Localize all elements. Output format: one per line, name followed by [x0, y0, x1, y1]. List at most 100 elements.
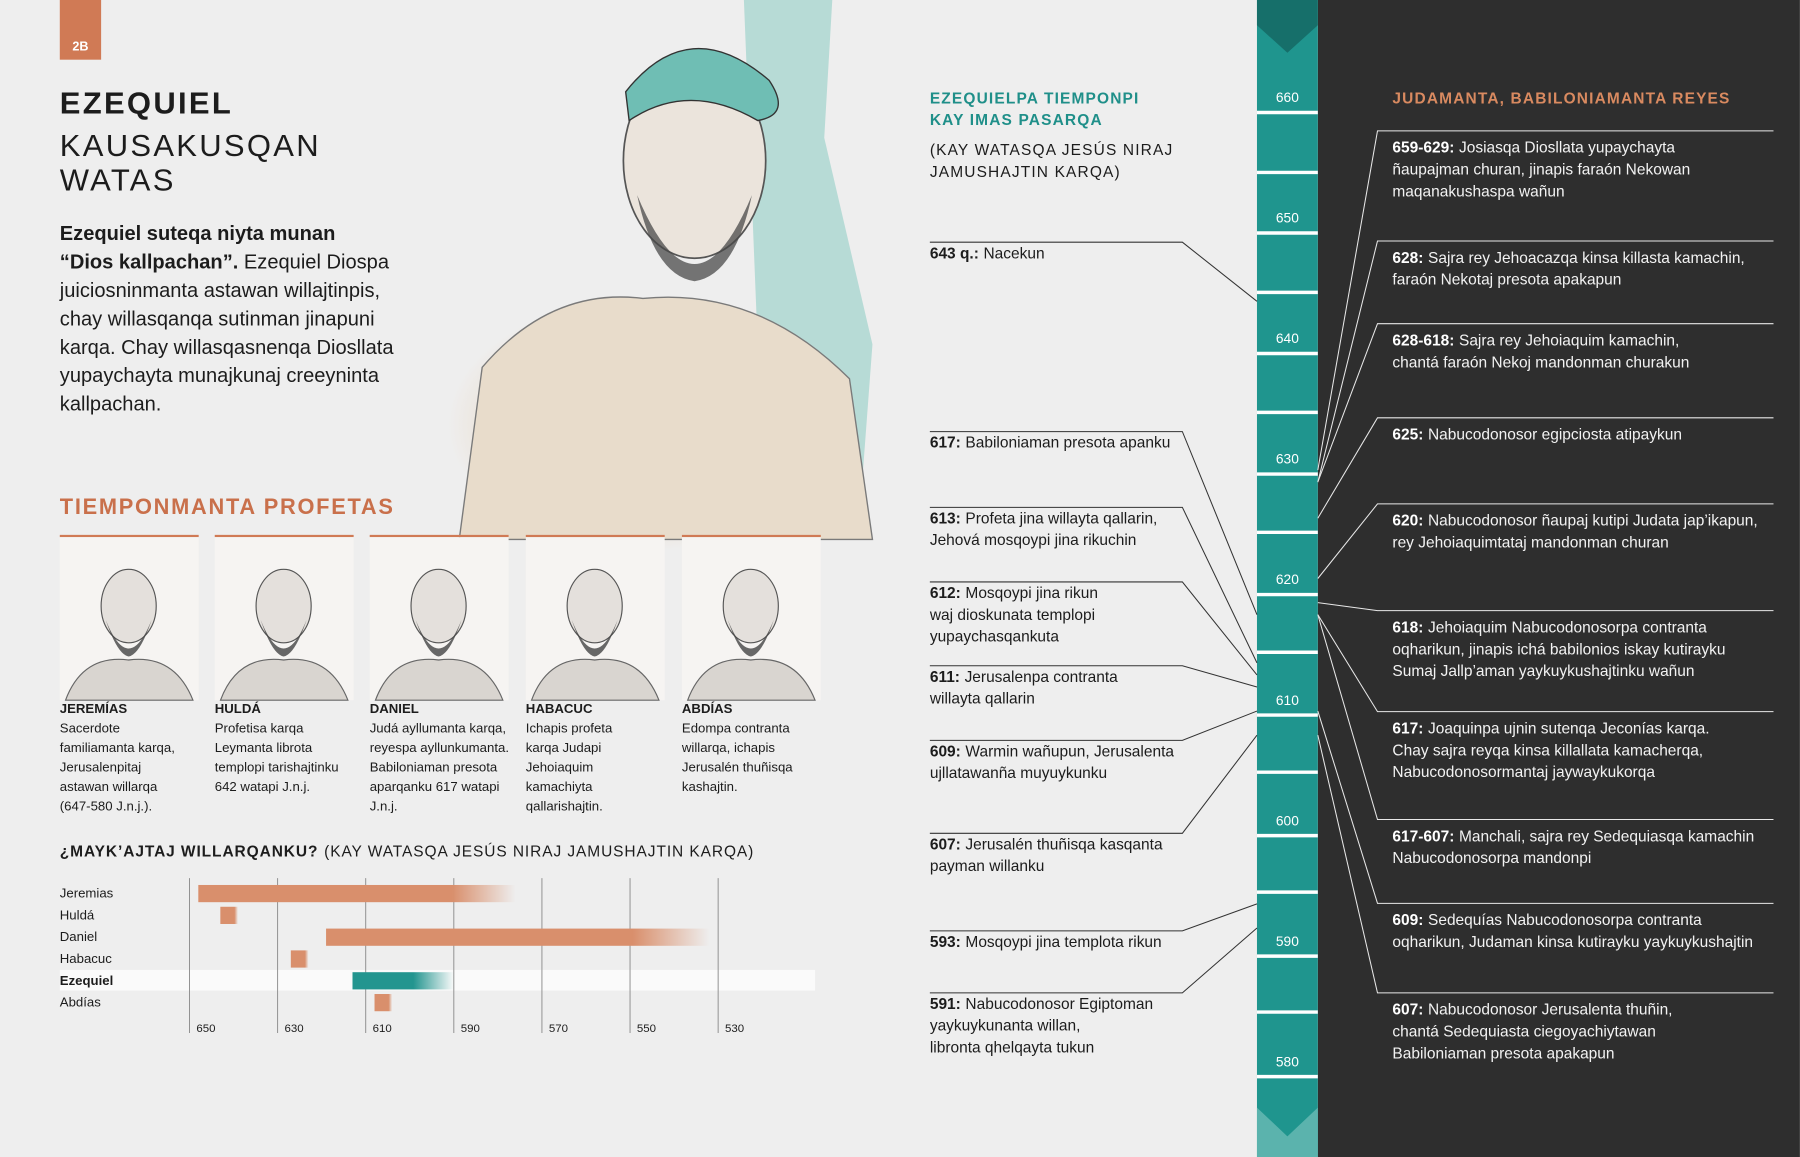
- event-line: oqharikun, Judaman kinsa kutirayku yayku…: [1392, 934, 1753, 951]
- intro-line: yupaychayta munajkunaj creeyninta: [60, 365, 380, 387]
- event-text: Profeta jina willayta qallarin,: [965, 510, 1157, 527]
- event-text: Sajra rey Jehoacazqa kinsa killasta kama…: [1428, 250, 1745, 267]
- x-tick-label: 550: [637, 1023, 656, 1035]
- event-line: 617: Babiloniaman presota apanku: [930, 435, 1170, 452]
- event-label: 617:: [1392, 720, 1423, 737]
- event-line: 620: Nabucodonosor ñaupaj kutipi Judata j…: [1392, 513, 1757, 530]
- event-text: waj dioskunata templopi: [929, 607, 1095, 624]
- event-label: 611:: [930, 669, 960, 686]
- event-text: Nabucodonosor ñaupaj kutipi Judata jap’i…: [1428, 513, 1758, 530]
- event-line: 617-607: Manchali, sajra rey Sedequiasqa …: [1392, 828, 1754, 845]
- event-line: chantá faraón Nekoj mandonman churakun: [1392, 354, 1689, 371]
- event-label: 617-607:: [1392, 828, 1454, 845]
- event-label: 607:: [930, 836, 961, 853]
- connector: [1317, 735, 1774, 994]
- x-tick-label: 650: [196, 1023, 215, 1035]
- intro-segment: “Dios kallpachan”.: [60, 251, 239, 273]
- x-tick-label: 530: [725, 1023, 744, 1035]
- prophet-description: qallarishajtin.: [526, 798, 603, 813]
- y-tick-label: Daniel: [60, 929, 97, 944]
- event-text: oqharikun, jinapis ichá babilonios iskay…: [1392, 641, 1725, 658]
- x-tick-label: 610: [373, 1023, 392, 1035]
- event-text: Jehová mosqoypi jina rikuchin: [930, 532, 1137, 549]
- event-text: Babiloniaman presota apakapun: [1392, 1045, 1614, 1062]
- prophet-name: DANIEL: [370, 701, 419, 716]
- event-line: faraón Nekotaj presota apakapun: [1392, 272, 1621, 289]
- event-line: 659-629: Josiasqa Diosllata yupaychayta: [1392, 140, 1675, 157]
- connector: [1317, 710, 1774, 904]
- event-text: Nabucodonosor Egiptoman: [965, 996, 1153, 1013]
- timeline-band: [1256, 0, 1318, 1157]
- portrait-beard: [415, 619, 462, 657]
- prophet-description: Judá ayllumanta karqa,: [370, 720, 506, 735]
- event-line: Sumaj Jallp’aman yaykuykushajtinku wañun: [1392, 663, 1694, 680]
- event-text: yaykuykunanta willan,: [930, 1018, 1081, 1035]
- intro-segment: kallpachan.: [60, 394, 162, 416]
- event-line: oqharikun, jinapis ichá babilonios iskay…: [1392, 641, 1725, 658]
- prophet-description: Jehoiaquim: [526, 759, 593, 774]
- prophet-description: Edompa contranta: [682, 720, 790, 735]
- prophet-description: Ichapis profeta: [526, 720, 613, 735]
- event-line: ujllatawanña muyuykunku: [930, 765, 1107, 782]
- event-label: 613:: [930, 510, 961, 527]
- event-label: 628:: [1392, 250, 1423, 267]
- event-text: ñaupajman churan, jinapis faraón Nekowan: [1392, 161, 1690, 178]
- event-text: libronta qhelqayta tukun: [930, 1040, 1094, 1057]
- scale-label: 660: [1276, 90, 1299, 105]
- event-label: 617:: [930, 435, 961, 452]
- portrait-head: [722, 568, 779, 644]
- prophet-name: HULDÁ: [215, 701, 262, 716]
- x-tick-label: 630: [284, 1023, 303, 1035]
- portrait-head: [100, 568, 157, 644]
- event-line: 628: Sajra rey Jehoacazqa kinsa killasta …: [1392, 250, 1744, 267]
- event-text: Jehoiaquim Nabucodonosorpa contranta: [1428, 619, 1707, 636]
- event-label: 625:: [1392, 427, 1423, 444]
- connector: [929, 734, 1258, 834]
- badge: [59, 0, 102, 60]
- event-line: Nabucodonosormantaj jaywaykukorqa: [1392, 764, 1655, 781]
- scale-label: 650: [1276, 211, 1299, 226]
- event-label: 609:: [1392, 912, 1423, 929]
- panel-heading: JUDAMANTA, BABILONIAMANTA REYES: [1392, 90, 1730, 107]
- portrait-beard: [105, 619, 152, 657]
- scale-label: 580: [1276, 1054, 1299, 1069]
- scale-label: 620: [1276, 572, 1299, 587]
- prophet-name: ABDÍAS: [682, 701, 733, 716]
- prophet-description: Profetisa karqa: [215, 720, 304, 735]
- scale-label: 610: [1276, 693, 1299, 708]
- intro-line: kallpachan.: [60, 394, 162, 416]
- chart-subtitle: (KAY WATASQA JESÚS NIRAJ JAMUSHAJTIN KAR…: [324, 843, 754, 860]
- event-text: Sumaj Jallp’aman yaykuykushajtinku wañun: [1392, 663, 1694, 680]
- event-text: maqanakushaspa wañun: [1392, 183, 1564, 200]
- prophet-description: aparqanku 617 watapi: [370, 779, 500, 794]
- lifespan-bar: [374, 994, 393, 1012]
- event-line: willayta qallarin: [929, 691, 1035, 708]
- scale-label: 640: [1276, 331, 1299, 346]
- portrait-body: [374, 658, 504, 701]
- event-text: willayta qallarin: [929, 691, 1035, 708]
- intro-line: juiciosninmanta astawan willajtinpis,: [59, 280, 380, 302]
- connector: [929, 241, 1258, 302]
- prophet-card: [214, 537, 354, 701]
- intro-segment: chay willasqanqa sutinman jinapuni: [60, 308, 375, 330]
- event-line: Babiloniaman presota apakapun: [1392, 1045, 1614, 1062]
- event-text: Manchali, sajra rey Sedequiasqa kamachin: [1459, 828, 1754, 845]
- prophet-card: [59, 537, 199, 701]
- intro-line: “Dios kallpachan”. Ezequiel Diospa: [60, 251, 390, 273]
- prophet-card: [525, 537, 665, 701]
- prophet-description: Leymanta librota: [215, 740, 313, 755]
- timeline-heading: EZEQUIELPA TIEMPONPI: [930, 90, 1140, 107]
- event-line: 607: Nabucodonosor Jerusalenta thuñin,: [1392, 1002, 1672, 1019]
- portrait-body: [219, 658, 349, 701]
- intro-segment: juiciosninmanta astawan willajtinpis,: [59, 280, 380, 302]
- connector: [1317, 417, 1774, 519]
- event-text: Sajra rey Jehoiaquim kamachin,: [1459, 332, 1679, 349]
- subtitle-line: WATAS: [60, 163, 176, 198]
- event-text: Jerusalenpa contranta: [965, 669, 1119, 686]
- portrait-beard: [571, 619, 618, 657]
- portrait-body: [64, 658, 194, 701]
- connector: [929, 506, 1258, 664]
- event-text: faraón Nekotaj presota apakapun: [1392, 272, 1621, 289]
- connector: [929, 903, 1258, 932]
